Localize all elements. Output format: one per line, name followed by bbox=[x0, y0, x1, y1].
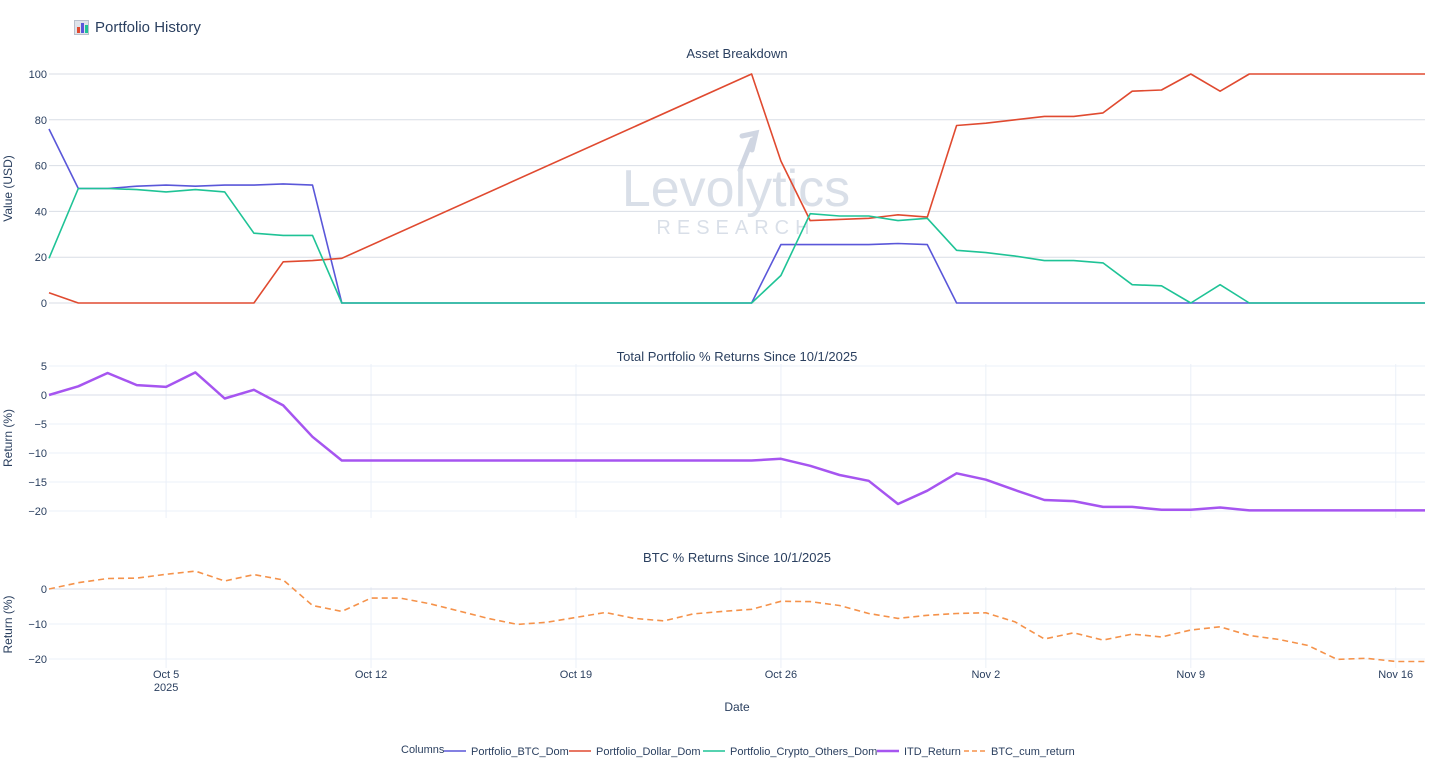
x-axis-label: Date bbox=[724, 700, 750, 714]
series-line-Portfolio_BTC_Dom bbox=[48, 128, 1425, 304]
series-line-Portfolio_Crypto_Others_Dom bbox=[48, 187, 1425, 304]
y-tick-label: 60 bbox=[35, 161, 47, 173]
panel-title: Asset Breakdown bbox=[686, 46, 787, 61]
panel-title: BTC % Returns Since 10/1/2025 bbox=[643, 550, 831, 565]
legend-item-Portfolio_BTC_Dom[interactable]: Portfolio_BTC_Dom bbox=[444, 746, 569, 758]
x-tick-sublabel: 2025 bbox=[154, 682, 178, 694]
x-tick-label: Oct 26 bbox=[765, 669, 797, 681]
watermark-text: Levolytics bbox=[622, 160, 850, 218]
y-tick-label: −20 bbox=[28, 506, 47, 518]
y-tick-label: 40 bbox=[35, 206, 47, 218]
y-tick-label: 80 bbox=[35, 115, 47, 127]
legend-label: BTC_cum_return bbox=[991, 746, 1075, 758]
y-tick-label: −15 bbox=[28, 477, 47, 489]
series-line-BTC_cum_return bbox=[48, 570, 1425, 663]
legend-item-BTC_cum_return[interactable]: BTC_cum_return bbox=[964, 746, 1075, 758]
legend-label: Portfolio_BTC_Dom bbox=[471, 746, 569, 758]
series-line-Portfolio_Dollar_Dom bbox=[48, 73, 1425, 304]
panel-3: 0 −10 −20 BTC % Returns Since 10/1/2025 Retu… bbox=[1, 550, 1425, 714]
y-tick-label: 100 bbox=[29, 69, 47, 81]
page-header: Portfolio History bbox=[74, 16, 201, 38]
legend-label: Portfolio_Dollar_Dom bbox=[596, 746, 701, 758]
x-tick-label: Oct 12 bbox=[355, 669, 387, 681]
legend-item-ITD_Return[interactable]: ITD_Return bbox=[877, 746, 961, 758]
y-tick-label: 20 bbox=[35, 252, 47, 264]
panel-2: 5 0 −5 −10 −15 −20 Total Portfolio % Returns S… bbox=[1, 349, 1425, 518]
y-tick-label: 0 bbox=[41, 584, 47, 596]
legend-label: Portfolio_Crypto_Others_Dom bbox=[730, 746, 877, 758]
y-tick-label: −10 bbox=[28, 619, 47, 631]
legend-item-Portfolio_Dollar_Dom[interactable]: Portfolio_Dollar_Dom bbox=[569, 746, 701, 758]
panel-1: 0 20 40 60 80 100 Asset Breakdown Value (USD) Le… bbox=[1, 46, 1425, 310]
y-tick-label: −10 bbox=[28, 448, 47, 460]
watermark-arrow-icon bbox=[737, 129, 760, 173]
y-tick-label: −20 bbox=[28, 654, 47, 666]
y-tick-label: 0 bbox=[41, 298, 47, 310]
x-tick-label: Nov 9 bbox=[1176, 669, 1205, 681]
legend-label: ITD_Return bbox=[904, 746, 961, 758]
x-tick-label: Oct 19 bbox=[560, 669, 592, 681]
page-title: Portfolio History bbox=[95, 18, 201, 36]
legend-item-Portfolio_Crypto_Others_Dom[interactable]: Portfolio_Crypto_Others_Dom bbox=[703, 746, 877, 758]
y-tick-label: −5 bbox=[34, 419, 47, 431]
y-tick-label: 5 bbox=[41, 361, 47, 373]
y-axis-label: Return (%) bbox=[1, 595, 15, 653]
x-tick-label: Nov 16 bbox=[1378, 669, 1413, 681]
legend-title: Columns bbox=[401, 744, 445, 756]
legend: Columns Portfolio_BTC_Dom Portfolio_Dollar… bbox=[401, 744, 1075, 758]
x-tick-label: Nov 2 bbox=[971, 669, 1000, 681]
watermark-subtext: RESEARCH bbox=[656, 217, 815, 239]
y-axis-label: Value (USD) bbox=[1, 155, 15, 221]
y-tick-label: 0 bbox=[41, 390, 47, 402]
bar-chart-icon bbox=[74, 19, 89, 35]
x-tick-label: Oct 5 bbox=[153, 669, 179, 681]
series-line-ITD_Return bbox=[48, 371, 1425, 512]
y-axis-label: Return (%) bbox=[1, 409, 15, 467]
panel-title: Total Portfolio % Returns Since 10/1/202… bbox=[617, 349, 858, 364]
